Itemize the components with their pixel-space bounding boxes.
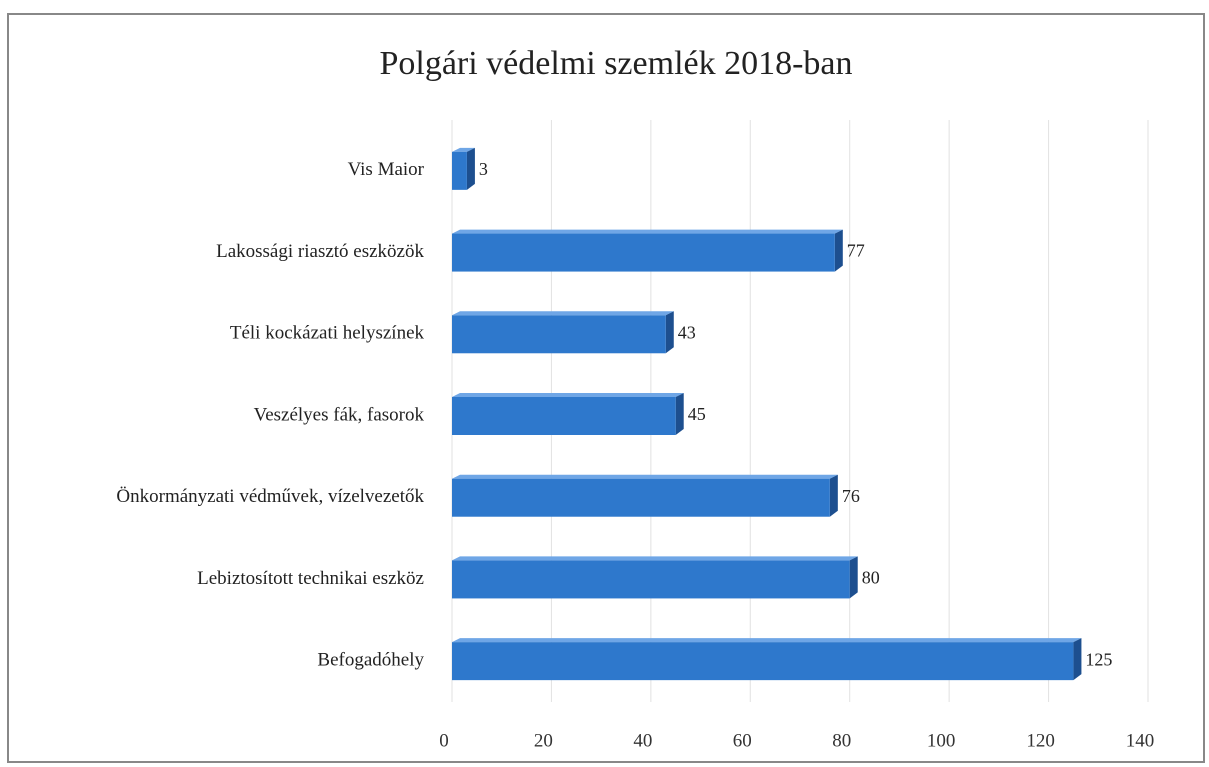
y-tick-label: Lakossági riasztó eszközök (216, 241, 424, 262)
bar-top (452, 229, 843, 234)
y-tick-label: Vis Maior (348, 159, 425, 180)
y-tick-label: Téli kockázati helyszínek (230, 323, 425, 344)
value-label: 125 (1085, 649, 1112, 669)
bar-side (849, 556, 858, 599)
bar-top (452, 556, 858, 561)
y-tick-label: Veszélyes fák, fasorok (254, 404, 425, 425)
bar-top (452, 474, 838, 479)
y-tick-label: Lebiztosított technikai eszköz (197, 568, 424, 589)
x-tick-label: 60 (733, 730, 752, 751)
chart-frame (7, 13, 1205, 763)
x-tick-label: 20 (534, 730, 553, 751)
value-label: 77 (847, 241, 865, 261)
value-label: 43 (678, 322, 696, 342)
bar (452, 560, 850, 599)
bar-top (452, 393, 684, 397)
x-tick-label: 0 (439, 730, 449, 751)
value-label: 3 (479, 159, 488, 179)
bar-top (452, 147, 475, 152)
bar-side (466, 147, 475, 190)
x-tick-label: 120 (1026, 730, 1055, 751)
bar (452, 478, 830, 517)
bar (452, 151, 467, 190)
x-tick-label: 80 (832, 730, 851, 751)
bar (452, 642, 1074, 681)
bar-side (665, 311, 674, 354)
value-label: 45 (688, 404, 706, 424)
bar-top (452, 638, 1082, 643)
bar-side (829, 474, 838, 517)
y-tick-label: Befogadóhely (317, 650, 424, 671)
bar (452, 397, 676, 435)
y-tick-label: Önkormányzati védművek, vízelvezetők (116, 486, 424, 507)
x-tick-label: 100 (927, 730, 956, 751)
value-label: 80 (862, 568, 880, 588)
bar-side (675, 393, 684, 435)
value-label: 76 (842, 486, 860, 506)
bar-side (1073, 638, 1082, 681)
bar-side (834, 229, 843, 272)
bar (452, 315, 666, 354)
bar-top (452, 311, 674, 316)
x-tick-label: 140 (1126, 730, 1155, 751)
x-tick-label: 40 (633, 730, 652, 751)
chart-title: Polgári védelmi szemlék 2018-ban (379, 45, 852, 82)
bar (452, 233, 835, 272)
